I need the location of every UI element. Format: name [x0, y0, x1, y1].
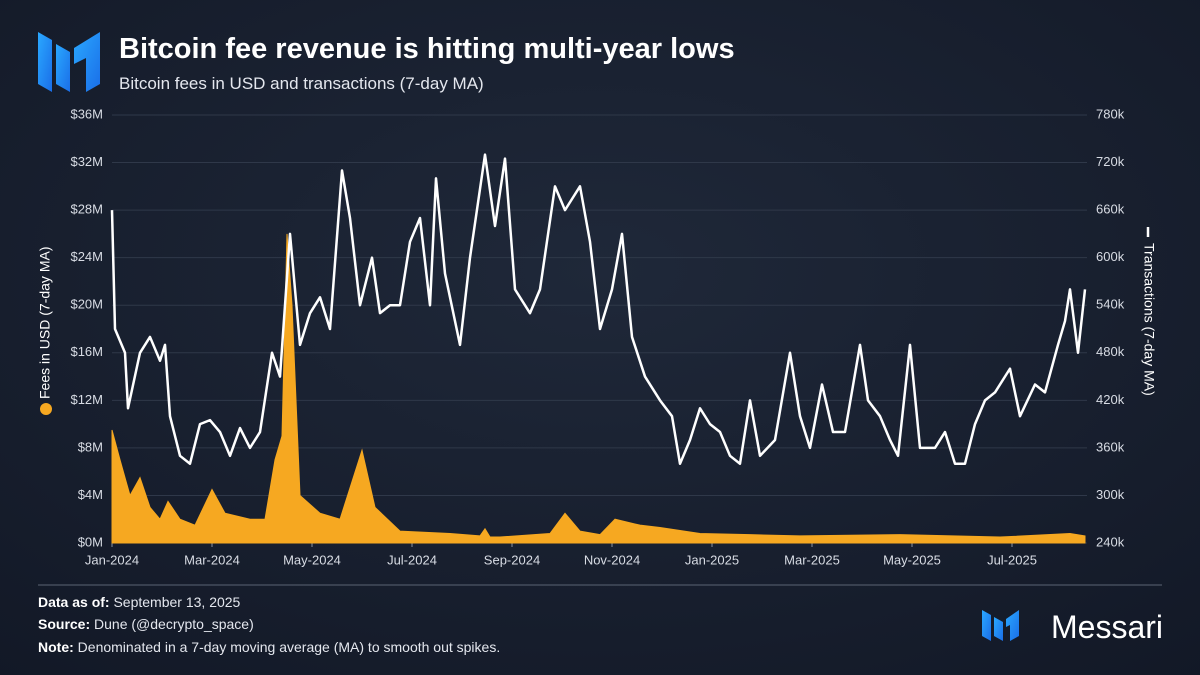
y2-tick-label: 540k: [1096, 297, 1125, 312]
y2-tick-label: 660k: [1096, 202, 1125, 217]
y2-tick-label: 780k: [1096, 106, 1125, 121]
x-tick-label: Sep-2024: [484, 552, 540, 567]
x-tick-label: Jul-2025: [987, 552, 1037, 567]
x-tick-label: Mar-2025: [784, 552, 840, 567]
y-tick-label: $36M: [70, 106, 103, 121]
y2-tick-label: 720k: [1096, 154, 1125, 169]
x-tick-label: Jan-2025: [685, 552, 739, 567]
y-tick-label: $8M: [78, 439, 103, 454]
transactions-line: [110, 153, 1087, 465]
brand: Messari: [1051, 609, 1163, 645]
x-tick-label: Jul-2024: [387, 552, 437, 567]
note-label: Note:: [38, 639, 74, 655]
note-text: Dune (@decrypto_space): [94, 616, 254, 632]
y2-tick-label: 480k: [1096, 344, 1125, 359]
note-label: Data as of:: [38, 594, 110, 610]
y-tick-label: $4M: [78, 487, 103, 502]
x-tick-label: May-2025: [883, 552, 941, 567]
legend-label: Transactions (7-day MA): [1141, 243, 1157, 396]
legend-label: Fees in USD (7-day MA): [37, 247, 53, 399]
y-tick-label: $20M: [70, 297, 103, 312]
chart-subtitle: Bitcoin fees in USD and transactions (7-…: [119, 74, 484, 93]
y-tick-label: $28M: [70, 202, 103, 217]
x-tick-label: Nov-2024: [584, 552, 640, 567]
footer-note: Source: Dune (@decrypto_space): [38, 616, 254, 632]
x-tick-label: Mar-2024: [184, 552, 240, 567]
y2-tick-label: 420k: [1096, 392, 1125, 407]
note-label: Source:: [38, 616, 90, 632]
chart-title: Bitcoin fee revenue is hitting multi-yea…: [119, 33, 735, 65]
x-tick-label: May-2024: [283, 552, 341, 567]
y2-tick-label: 360k: [1096, 439, 1125, 454]
note-text: September 13, 2025: [113, 594, 240, 610]
fee-area: [111, 233, 1086, 544]
x-tick-label: Jan-2024: [85, 552, 139, 567]
legend-left: Fees in USD (7-day MA): [37, 247, 53, 415]
y-tick-label: $16M: [70, 344, 103, 359]
brand-logo: [982, 610, 1019, 641]
y-tick-label: $32M: [70, 154, 103, 169]
y2-tick-label: 600k: [1096, 249, 1125, 264]
y2-tick-label: 300k: [1096, 487, 1125, 502]
plot: $0M $4M $8M $12M $16M $20M $24M $28M $32M $36M 240…: [37, 106, 1158, 567]
y2-tick-label: 240k: [1096, 534, 1125, 549]
note-text: Denominated in a 7-day moving average (M…: [78, 639, 501, 655]
footer-note: Data as of: September 13, 2025: [38, 594, 241, 610]
footer-note: Note: Denominated in a 7-day moving aver…: [38, 639, 500, 655]
legend-right: Transactions (7-day MA): [1141, 227, 1157, 396]
legend-swatch: [40, 403, 52, 415]
y-tick-label: $0M: [78, 534, 103, 549]
logo: [38, 32, 100, 92]
y-tick-label: $12M: [70, 392, 103, 407]
y-tick-label: $24M: [70, 249, 103, 264]
